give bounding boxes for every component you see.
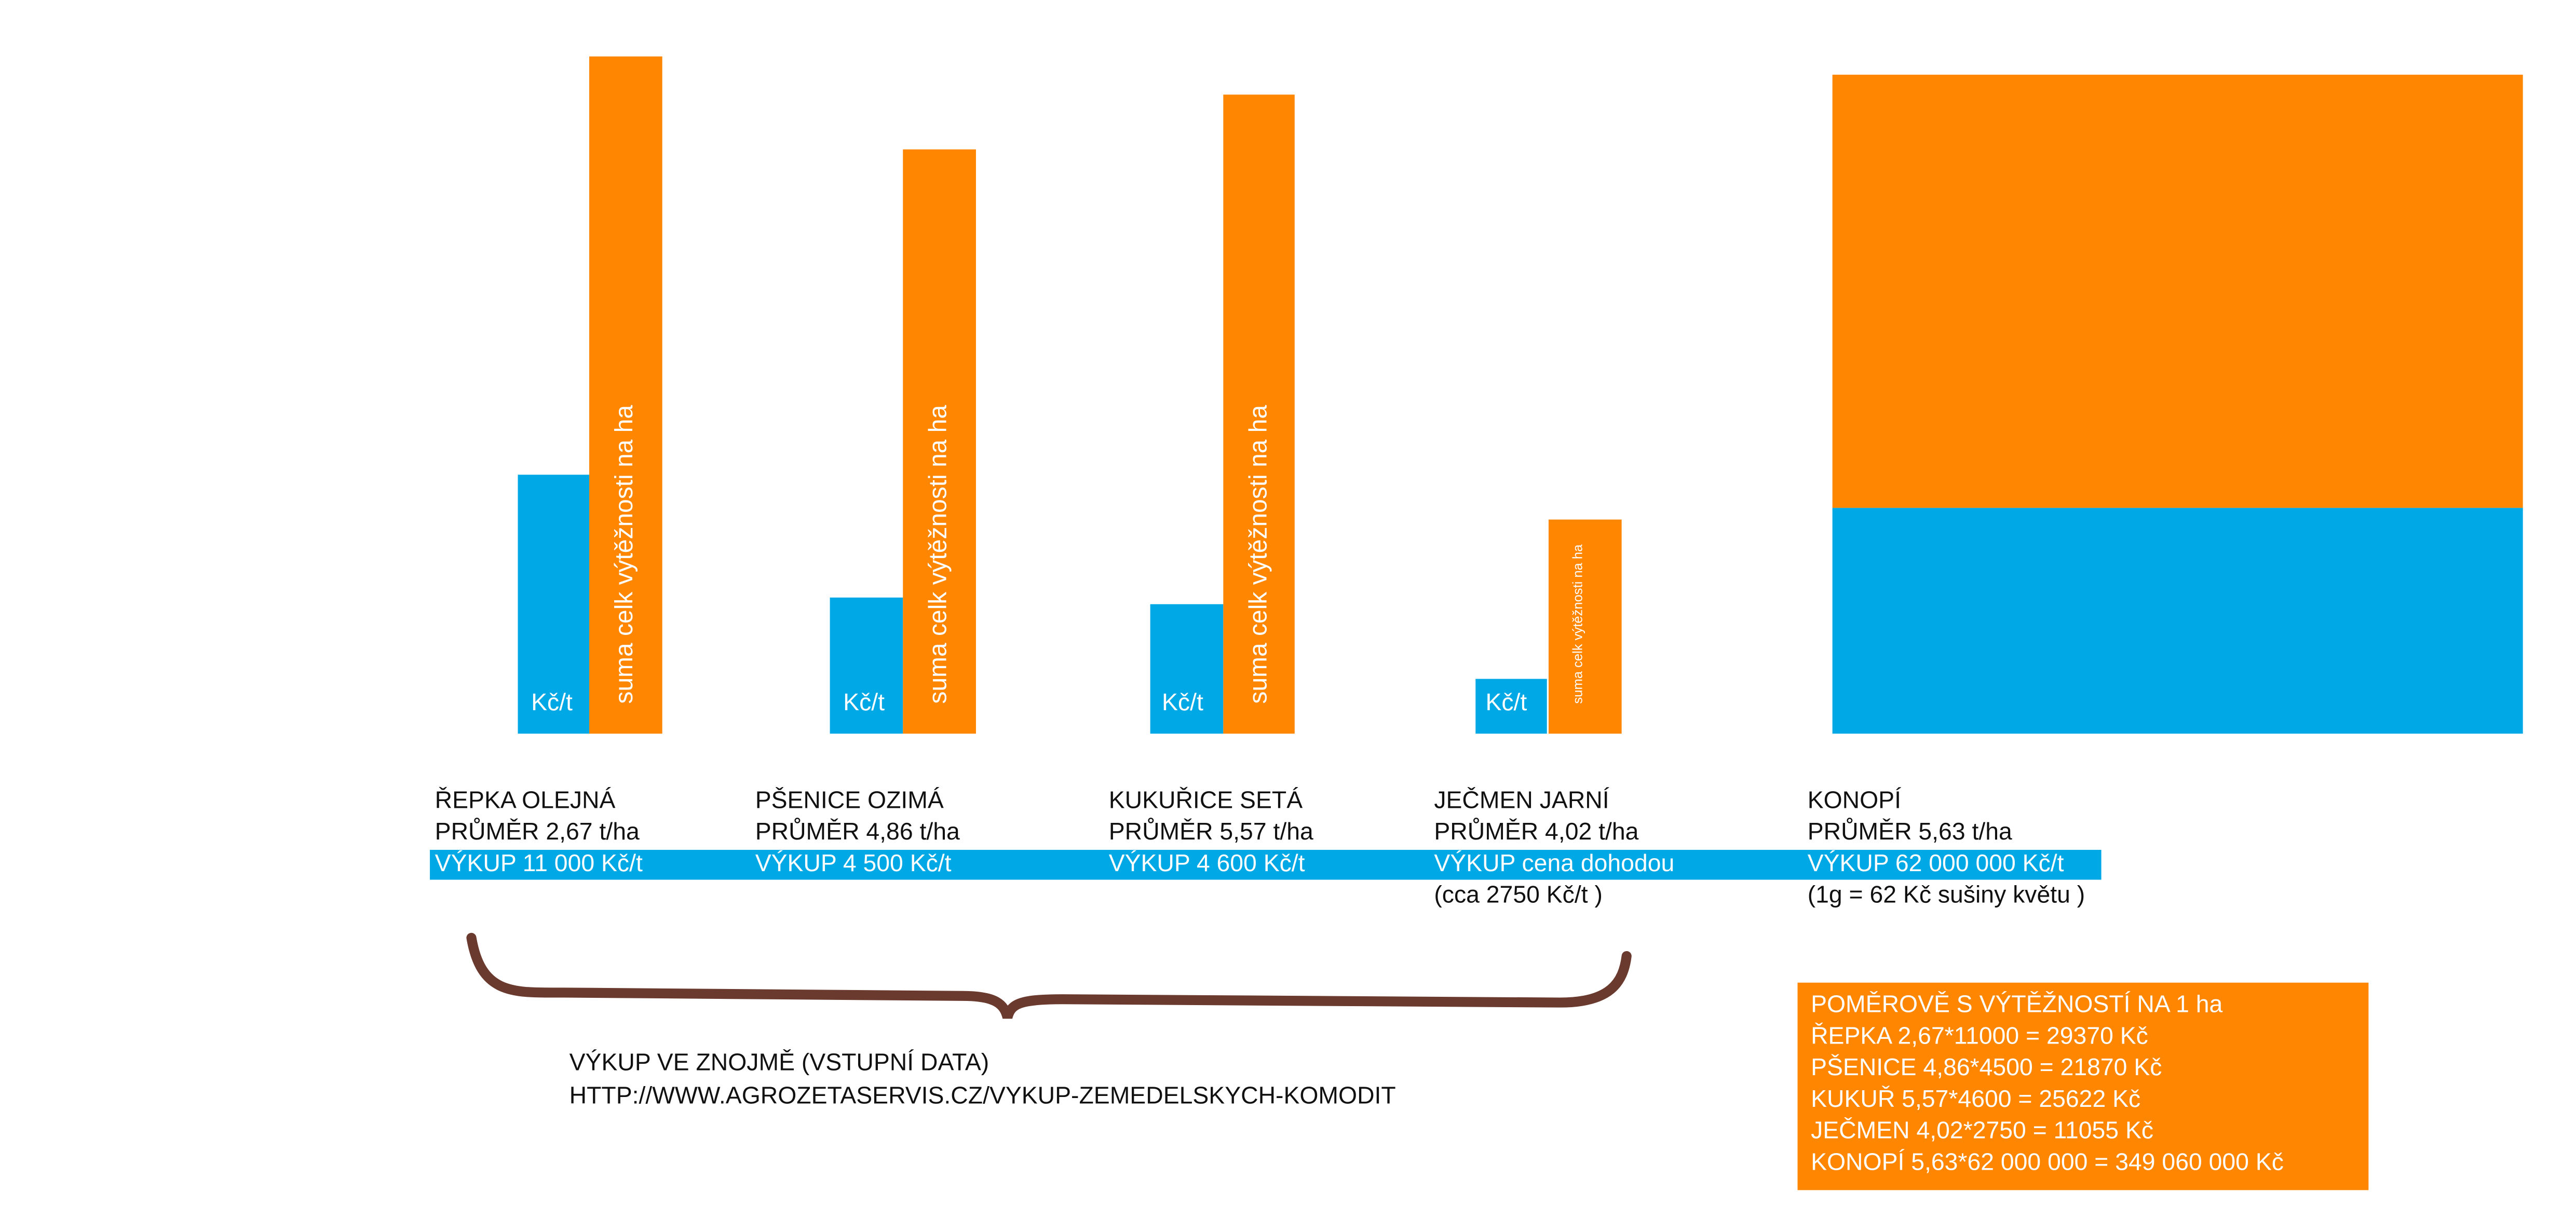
- crop-purchase: VÝKUP 4 600 Kč/t: [1109, 849, 1305, 876]
- summary-line: PŠENICE 4,86*4500 = 21870 Kč: [1811, 1053, 2162, 1080]
- price-bar: [830, 597, 903, 734]
- bar-label: suma celk výtěžnosti na ha: [611, 405, 638, 704]
- price-bar: [1150, 604, 1224, 734]
- total-bar: [1223, 94, 1295, 734]
- source-title: VÝKUP VE ZNOJMĚ (VSTUPNÍ DATA): [570, 1049, 989, 1076]
- crop-name: ŘEPKA OLEJNÁ: [435, 786, 616, 813]
- bar-label: suma celk výtěžnosti na ha: [1570, 544, 1585, 704]
- bar-label: Kč/t: [1485, 688, 1527, 715]
- bars: [518, 56, 2523, 734]
- price-bar: [1475, 679, 1547, 734]
- summary-line: JEČMEN 4,02*2750 = 11055 Kč: [1811, 1117, 2153, 1144]
- bar-label: suma celk výtěžnosti na ha: [924, 405, 952, 704]
- purchase-band: [430, 849, 2102, 880]
- total-bar: [589, 56, 662, 734]
- crop-purchase: VÝKUP 62 000 000 Kč/t: [1808, 849, 2064, 876]
- crop-purchase: VÝKUP 11 000 Kč/t: [435, 849, 643, 876]
- crop-average: PRŮMĚR 5,63 t/ha: [1808, 817, 2012, 845]
- summary-line: POMĚROVĚ S VÝTĚŽNOSTÍ NA 1 ha: [1811, 991, 2222, 1018]
- bar-label: Kč/t: [1162, 688, 1203, 715]
- total-bar: [903, 149, 976, 734]
- summary-line: KONOPÍ 5,63*62 000 000 = 349 060 000 Kč: [1811, 1148, 2284, 1175]
- crop-name: KONOPÍ: [1808, 786, 1901, 813]
- summary-line: KUKUŘ 5,57*4600 = 25622 Kč: [1811, 1085, 2140, 1112]
- bar-label: Kč/t: [531, 688, 573, 715]
- crop-note: (1g = 62 Kč sušiny květu ): [1808, 881, 2085, 908]
- source-url: HTTP://WWW.AGROZETASERVIS.CZ/VYKUP-ZEMED…: [570, 1082, 1396, 1109]
- crop-average: PRŮMĚR 4,86 t/ha: [755, 817, 960, 845]
- crop-note: (cca 2750 Kč/t ): [1434, 881, 1603, 908]
- crop-name: KUKUŘICE SETÁ: [1109, 786, 1303, 813]
- price-block: [1832, 508, 2523, 734]
- total-bar: [1548, 519, 1622, 734]
- brace: [466, 932, 1632, 1019]
- crop-purchase: VÝKUP 4 500 Kč/t: [755, 849, 952, 876]
- summary-line: ŘEPKA 2,67*11000 = 29370 Kč: [1811, 1022, 2148, 1049]
- crop-average: PRŮMĚR 2,67 t/ha: [435, 817, 640, 845]
- crop-average: PRŮMĚR 5,57 t/ha: [1109, 817, 1313, 845]
- total-block: [1832, 74, 2523, 508]
- crop-average: PRŮMĚR 4,02 t/ha: [1434, 817, 1638, 845]
- summary-box: [1797, 982, 2369, 1190]
- price-bar: [518, 475, 589, 734]
- crop-name: JEČMEN JARNÍ: [1434, 786, 1609, 813]
- crop-purchase: VÝKUP cena dohodou: [1434, 849, 1674, 876]
- bar-label: Kč/t: [843, 688, 885, 715]
- crop-name: PŠENICE OZIMÁ: [755, 786, 944, 813]
- bar-label: suma celk výtěžnosti na ha: [1244, 405, 1272, 704]
